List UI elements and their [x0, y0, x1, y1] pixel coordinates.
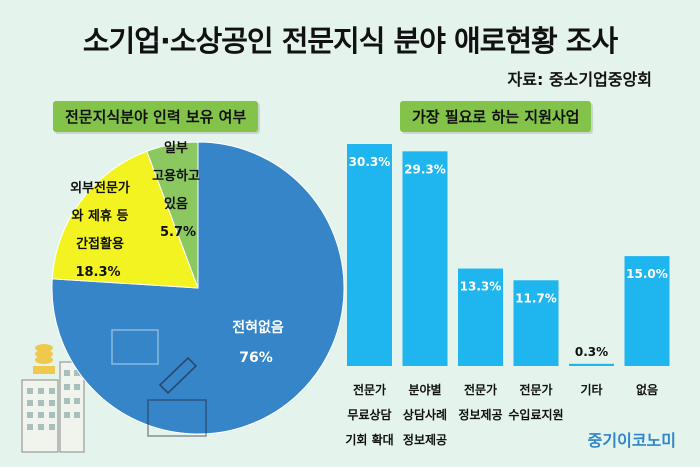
bar-chart-title: 가장 필요로 하는 지원사업	[400, 101, 592, 132]
bar-2	[402, 151, 448, 366]
bar-value-6: 15.0%	[626, 267, 668, 281]
page-title: 소기업·소상공인 전문지식 분야 애로현황 조사	[82, 24, 618, 58]
bar-category-5-line-1: 기타	[580, 382, 602, 397]
pie-value-3: 5.7%	[160, 225, 196, 240]
bar-category-1-line-1: 전문가	[353, 382, 386, 397]
doodle-document-icon	[111, 329, 159, 365]
bar-4	[513, 280, 559, 366]
pie-label-1: 전혀없음	[232, 319, 284, 336]
bar-value-1: 30.3%	[349, 155, 391, 169]
laptop-icon	[147, 399, 207, 437]
bar-3	[458, 268, 503, 366]
bar-category-6-line-1: 없음	[636, 382, 658, 397]
bar-value-2: 29.3%	[404, 162, 446, 176]
bar-category-4-line-2: 수입료지원	[508, 407, 563, 422]
bar-category-1-line-2: 무료상담	[347, 407, 391, 422]
bar-5	[569, 363, 614, 366]
pie-label-3-line-3: 있음	[164, 196, 188, 212]
pie-chart-title: 전문지식분야 인력 보유 여부	[53, 101, 259, 132]
pie-slice-3	[146, 141, 199, 289]
bar-6	[624, 256, 670, 366]
bar-category-3-line-1: 전문가	[464, 382, 497, 397]
pie-label-3-line-2: 고용하고	[152, 168, 200, 184]
pie-value-2: 18.3%	[75, 265, 120, 280]
bar-category-2-line-3: 정보제공	[403, 432, 447, 447]
pie-slice-2	[51, 150, 199, 289]
bar-category-1-line-3: 기회 확대	[345, 432, 393, 447]
bar-category-4-line-1: 전문가	[519, 382, 552, 397]
pie-value-1: 76%	[239, 350, 273, 366]
bar-category-3-line-2: 정보제공	[458, 407, 502, 422]
source-note: 자료: 중소기업중앙회	[507, 70, 652, 89]
pie-label-2-line-1: 외부전문가	[70, 180, 130, 196]
pie-label-2-line-3: 간접활용	[76, 236, 124, 252]
pie-label-2-line-2: 와 제휴 등	[72, 208, 129, 224]
bar-category-2-line-1: 분야별	[408, 382, 441, 397]
bar-category-2-line-2: 상담사례	[403, 407, 447, 422]
pencil-icon	[158, 356, 198, 395]
bar-1	[347, 144, 392, 366]
bar-value-4: 11.7%	[515, 291, 557, 305]
brand-logo: 중기이코노미	[587, 431, 676, 450]
pie-label-3-line-1: 일부	[164, 141, 188, 156]
bar-value-5: 0.3%	[575, 345, 608, 359]
building-illustration	[21, 344, 85, 453]
bar-value-3: 13.3%	[460, 280, 502, 294]
